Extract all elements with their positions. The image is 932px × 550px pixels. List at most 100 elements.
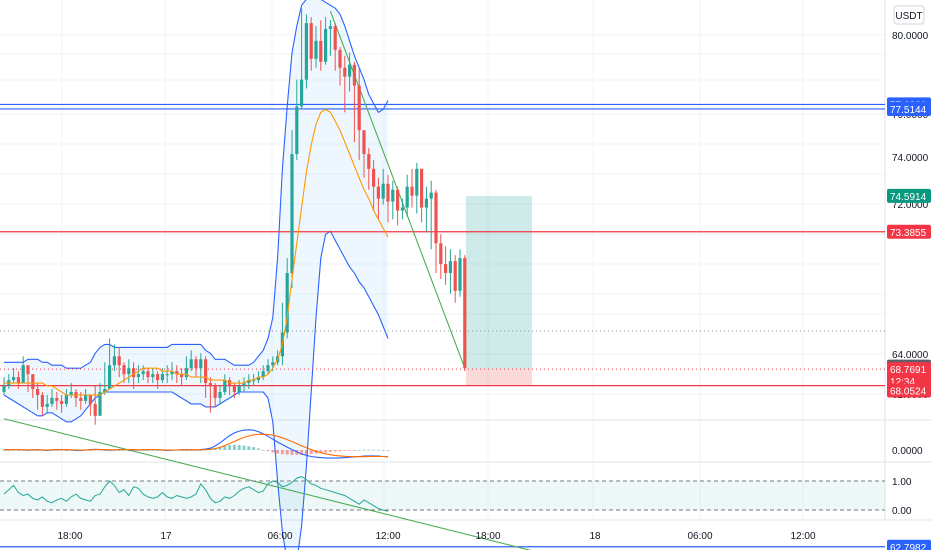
candle-body	[127, 368, 131, 375]
candle-body	[132, 368, 136, 378]
macd-histogram-bar	[127, 450, 131, 451]
macd-histogram-bar	[31, 450, 35, 451]
candle-body	[36, 389, 40, 395]
candle-body	[204, 359, 208, 384]
macd-histogram-bar	[290, 450, 294, 455]
macd-histogram-bar	[64, 450, 68, 451]
macd-histogram-bar	[151, 449, 155, 451]
candle-body	[60, 400, 64, 404]
candle-body	[367, 154, 371, 169]
candle-body	[391, 189, 395, 202]
candle-body	[141, 371, 145, 375]
macd-histogram-bar	[309, 450, 313, 455]
candle-body	[415, 168, 419, 196]
grid-lines	[0, 0, 932, 521]
macd-histogram-bar	[247, 446, 251, 450]
ema-path	[4, 108, 389, 396]
candle-body	[84, 394, 88, 401]
horizontal-levels[interactable]	[0, 103, 885, 548]
candle-body	[79, 397, 83, 401]
candle-body	[108, 365, 112, 390]
candle-body	[213, 386, 217, 398]
candle-body	[448, 261, 452, 273]
macd-histogram-bar	[256, 448, 260, 450]
candle-body	[199, 359, 203, 369]
candle-body	[453, 261, 457, 291]
time-tick-label: 06:00	[267, 531, 292, 542]
candle-body	[175, 371, 179, 375]
currency-label: USDT	[895, 11, 922, 22]
macd-histogram-bar	[156, 450, 160, 451]
candle-body	[31, 374, 35, 390]
bollinger-upper	[4, 0, 389, 369]
macd-histogram-bar	[223, 446, 227, 450]
candle-body	[338, 49, 342, 68]
time-tick-label: 18	[589, 531, 601, 542]
candle-body	[376, 186, 380, 199]
macd-histogram-bar	[7, 450, 11, 451]
candle-body	[223, 380, 227, 392]
candle-body	[295, 106, 299, 154]
candle-body	[69, 392, 73, 395]
candle-body	[396, 189, 400, 211]
rsi-tick-label: 1.00	[892, 477, 912, 488]
macd-histogram-bar	[218, 447, 222, 450]
macd-histogram-bar	[333, 450, 337, 452]
candle-body	[444, 264, 448, 273]
candle-body	[160, 374, 164, 381]
macd-histogram-bar	[189, 450, 193, 451]
macd-histogram-bar	[328, 450, 332, 453]
candle-body	[300, 79, 304, 107]
candle-body	[180, 374, 184, 378]
long-position-tool[interactable]	[466, 195, 532, 386]
macd-histogram-bar	[295, 450, 299, 455]
macd-histogram-bar	[228, 445, 232, 450]
candle-body	[256, 377, 260, 381]
macd-histogram-bar	[50, 450, 54, 451]
macd-histogram-bar	[300, 450, 304, 455]
candle-body	[93, 403, 97, 416]
currency-button[interactable]: USDT	[893, 5, 925, 25]
price-badge-bg	[887, 383, 931, 398]
candle-body	[146, 371, 150, 378]
candle-body	[314, 40, 318, 59]
candle-body	[103, 389, 107, 392]
macd-histogram-bar	[12, 449, 16, 451]
candle-body	[400, 207, 404, 211]
price-tick-label: 74.0000	[892, 153, 929, 164]
macd-histogram-bar	[362, 449, 366, 451]
macd-tick-label: 0.0000	[892, 446, 923, 457]
price-badges: 77.666177.514473.385568.214762.798274.59…	[887, 97, 931, 550]
macd-histogram-bar	[213, 448, 217, 450]
macd-histogram-bar	[252, 447, 256, 450]
candle-body	[463, 258, 467, 369]
macd-histogram-bar	[319, 450, 323, 453]
rsi-line	[3, 476, 389, 512]
candle-body	[64, 394, 68, 404]
macd-histogram-bar	[60, 449, 64, 451]
candle-body	[156, 374, 160, 381]
candle-body	[324, 29, 328, 62]
time-tick-label: 06:00	[687, 531, 712, 542]
price-tick-label: 64.0000	[892, 350, 929, 361]
macd-histogram-bar	[372, 449, 376, 451]
candle-body	[117, 356, 121, 366]
macd-histogram-bar	[261, 449, 265, 451]
candle-body	[372, 168, 376, 187]
candle-body	[410, 186, 414, 196]
candle-body	[165, 374, 169, 376]
macd-histogram-bar	[16, 450, 20, 451]
candle-body	[170, 371, 174, 375]
candle-body	[88, 394, 92, 404]
rsi-tick-label: 0.00	[892, 506, 912, 517]
candle-body	[136, 374, 140, 378]
macd-pane	[2, 429, 390, 459]
candle-body	[420, 168, 424, 208]
price-badge-label: 74.5914	[890, 192, 927, 203]
candle-body	[424, 198, 428, 208]
candle-body	[304, 23, 308, 80]
candle-body	[429, 192, 433, 199]
candle-body	[237, 386, 241, 392]
